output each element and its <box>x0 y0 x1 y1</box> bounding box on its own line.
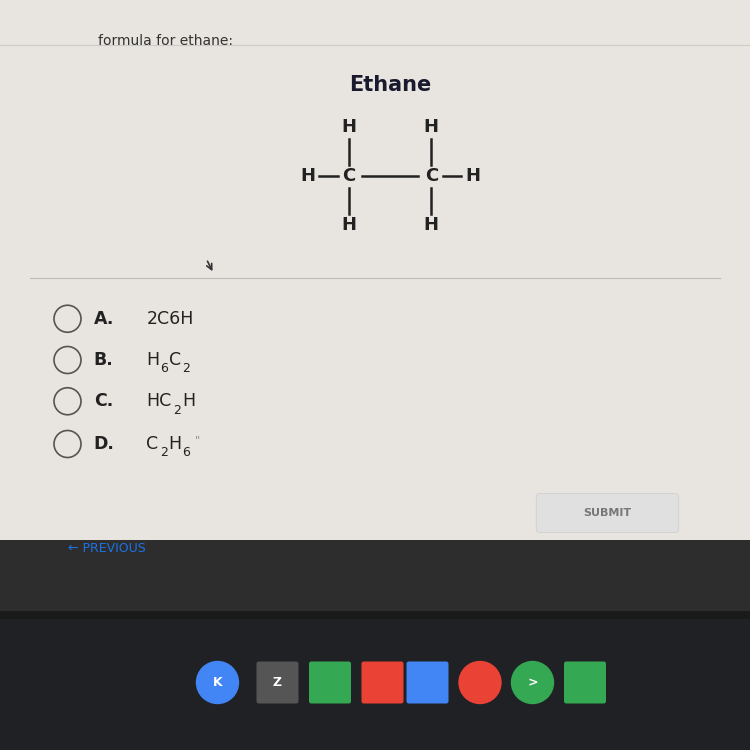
Text: H: H <box>300 167 315 185</box>
Text: SUBMIT: SUBMIT <box>584 508 632 518</box>
Text: H: H <box>424 118 439 136</box>
Text: 2: 2 <box>173 404 182 417</box>
Text: ← PREVIOUS: ← PREVIOUS <box>68 542 146 556</box>
FancyBboxPatch shape <box>406 662 448 704</box>
Text: H: H <box>169 435 182 453</box>
Text: 6: 6 <box>160 362 168 376</box>
Text: '': '' <box>195 435 201 445</box>
Text: H: H <box>465 167 480 185</box>
Text: C: C <box>342 167 355 185</box>
Text: H: H <box>341 216 356 234</box>
Text: C: C <box>424 167 438 185</box>
FancyBboxPatch shape <box>0 611 750 750</box>
FancyBboxPatch shape <box>564 662 606 704</box>
FancyBboxPatch shape <box>309 662 351 704</box>
Circle shape <box>512 662 554 704</box>
Text: B.: B. <box>94 351 113 369</box>
FancyBboxPatch shape <box>362 662 404 704</box>
Text: >: > <box>527 676 538 689</box>
Text: 6: 6 <box>182 446 190 460</box>
Text: A.: A. <box>94 310 114 328</box>
Text: C: C <box>146 435 158 453</box>
Text: C: C <box>169 351 181 369</box>
Text: H: H <box>424 216 439 234</box>
FancyBboxPatch shape <box>0 0 750 540</box>
Text: Z: Z <box>273 676 282 689</box>
FancyBboxPatch shape <box>536 494 679 532</box>
Text: 2: 2 <box>182 362 190 376</box>
Text: 2: 2 <box>160 446 168 460</box>
FancyBboxPatch shape <box>0 619 750 750</box>
Circle shape <box>459 662 501 704</box>
Text: 2C6H: 2C6H <box>146 310 194 328</box>
Text: HC: HC <box>146 392 172 410</box>
FancyBboxPatch shape <box>0 540 750 615</box>
Text: D.: D. <box>94 435 115 453</box>
Text: H: H <box>341 118 356 136</box>
Text: H: H <box>182 392 195 410</box>
Text: H: H <box>146 351 159 369</box>
Text: Ethane: Ethane <box>349 75 431 95</box>
Circle shape <box>196 662 238 704</box>
Text: formula for ethane:: formula for ethane: <box>98 34 232 48</box>
FancyBboxPatch shape <box>256 662 298 704</box>
Text: C.: C. <box>94 392 113 410</box>
Text: K: K <box>213 676 222 689</box>
